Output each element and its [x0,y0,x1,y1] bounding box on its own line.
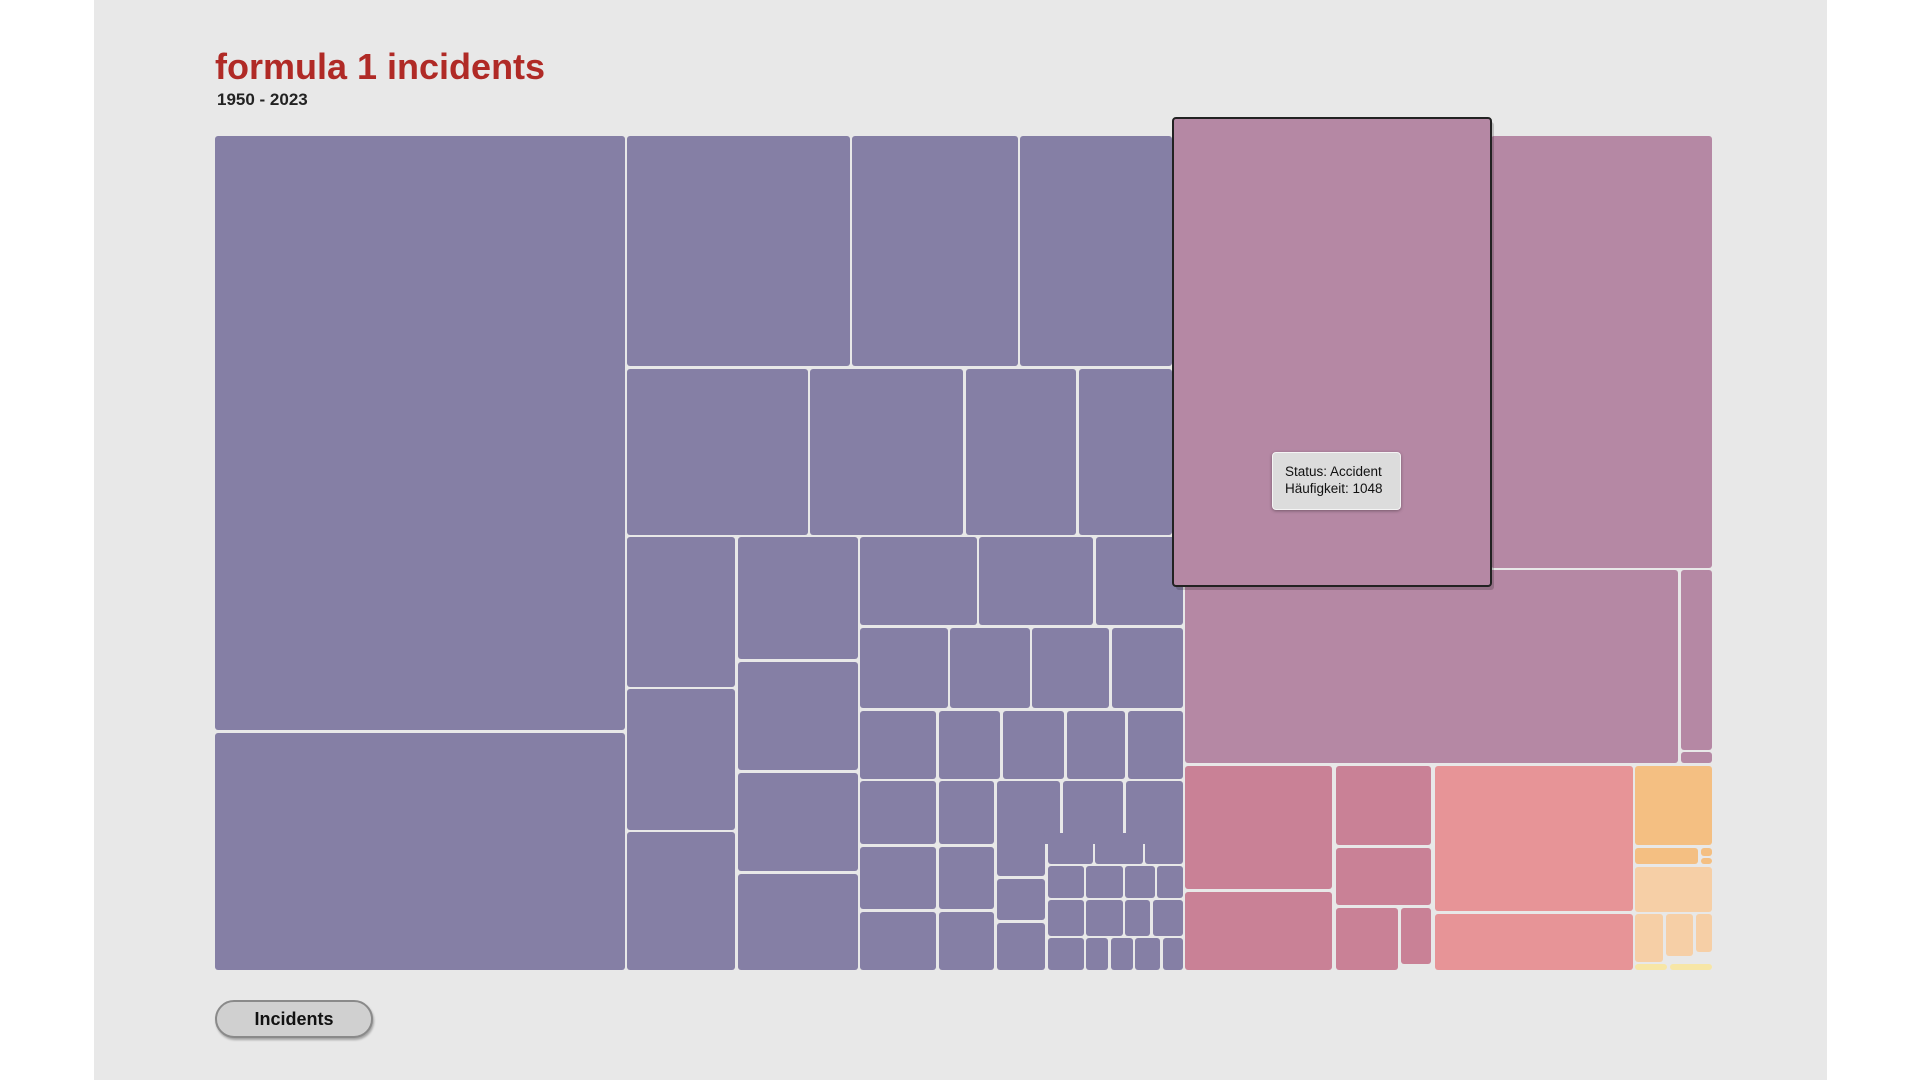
treemap-tile[interactable] [1635,914,1663,962]
treemap-tile[interactable] [1635,964,1667,970]
treemap-tile[interactable] [979,537,1093,625]
treemap-tile[interactable] [1048,833,1093,864]
treemap-tile[interactable] [1111,938,1133,970]
treemap-tile[interactable] [1135,938,1160,970]
treemap-tile-highlighted[interactable] [1172,117,1492,587]
treemap-tile[interactable] [1048,866,1084,898]
treemap-tile[interactable] [1635,766,1712,845]
treemap-tile[interactable] [1086,938,1108,970]
treemap-tile[interactable] [1126,781,1183,844]
treemap-tile[interactable] [1163,938,1183,970]
treemap-tile[interactable] [860,847,936,909]
treemap-tile[interactable] [1020,136,1172,366]
treemap-tile[interactable] [1435,766,1633,911]
treemap-tile[interactable] [1125,900,1150,936]
treemap-tile[interactable] [1086,900,1123,936]
treemap-tile[interactable] [1032,628,1109,708]
treemap-tile[interactable] [950,628,1030,708]
treemap-tile[interactable] [1701,848,1712,856]
treemap-tile[interactable] [997,923,1045,970]
tooltip-frequency: Häufigkeit: 1048 [1285,481,1383,496]
treemap-tile[interactable] [939,847,994,909]
treemap-tile[interactable] [1086,866,1123,898]
treemap-tile[interactable] [1701,858,1712,864]
treemap-tile[interactable] [1681,570,1712,750]
treemap-tile[interactable] [627,689,735,830]
treemap-tile[interactable] [860,912,936,970]
treemap-tile[interactable] [1491,136,1712,568]
treemap-tile[interactable] [1635,867,1712,912]
treemap-tile[interactable] [1157,866,1183,898]
treemap-tile[interactable] [966,369,1076,535]
treemap-tile[interactable] [215,733,625,970]
treemap-tile[interactable] [1336,908,1398,970]
treemap-tile[interactable] [997,879,1045,920]
treemap-tile[interactable] [1696,914,1712,952]
treemap-tile[interactable] [860,711,936,779]
treemap-tile[interactable] [738,874,858,970]
treemap-tile[interactable] [1635,848,1698,864]
treemap-tile[interactable] [1048,900,1084,936]
treemap-tile[interactable] [627,832,735,970]
tooltip-status: Status: Accident [1285,464,1382,479]
treemap-tile[interactable] [215,136,625,730]
treemap-tile[interactable] [627,537,735,687]
treemap-tile[interactable] [1128,711,1183,779]
treemap-tile[interactable] [1681,752,1712,763]
treemap-tile[interactable] [852,136,1018,366]
treemap-tile[interactable] [860,781,936,844]
treemap-tile[interactable] [1112,628,1183,708]
treemap-tile[interactable] [1666,914,1693,956]
treemap-tile[interactable] [627,136,850,366]
treemap-tile[interactable] [738,662,858,770]
treemap-tile[interactable] [1003,711,1064,779]
treemap-tile[interactable] [860,537,977,625]
treemap-tile[interactable] [1670,964,1712,970]
treemap-tile[interactable] [1063,781,1123,844]
treemap-tile[interactable] [1185,892,1332,970]
treemap-tile[interactable] [1125,866,1155,898]
treemap-tile[interactable] [1067,711,1125,779]
treemap-tile[interactable] [1145,833,1183,864]
incidents-button[interactable]: Incidents [215,1000,373,1038]
treemap-tile[interactable] [939,912,994,970]
page-title: formula 1 incidents [215,46,546,87]
treemap-tile[interactable] [1435,914,1633,970]
treemap-tile[interactable] [1079,369,1172,535]
treemap-tile[interactable] [1401,908,1431,964]
treemap-tile[interactable] [1185,570,1678,763]
treemap-tile[interactable] [738,773,858,871]
treemap-tile[interactable] [997,781,1060,844]
treemap-tile[interactable] [860,628,948,708]
treemap-tile[interactable] [1336,848,1431,905]
treemap-tile[interactable] [997,833,1045,876]
treemap-tile[interactable] [1153,900,1183,936]
treemap-tile[interactable] [627,369,808,535]
treemap-tile[interactable] [1096,537,1183,625]
page-subtitle: 1950 - 2023 [217,90,308,109]
treemap-tile[interactable] [939,781,994,844]
treemap-tile[interactable] [810,369,963,535]
treemap-tile[interactable] [1095,833,1143,864]
tooltip: Status: Accident Häufigkeit: 1048 [1272,452,1401,510]
treemap-tile[interactable] [1336,766,1431,845]
treemap-tile[interactable] [939,711,1000,779]
treemap-tile[interactable] [1185,766,1332,889]
treemap-tile[interactable] [738,537,858,659]
treemap-tile[interactable] [1048,938,1084,970]
